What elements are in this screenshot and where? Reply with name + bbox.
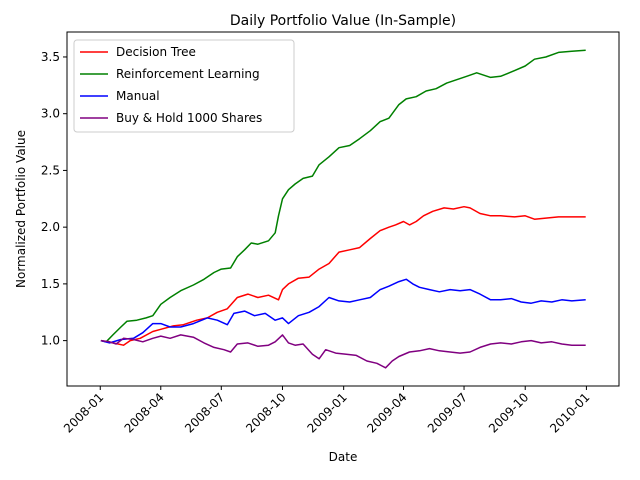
series-line-decision-tree	[100, 205, 586, 346]
legend-label-manual: Manual	[116, 89, 160, 103]
y-tick-label: 1.5	[41, 277, 60, 291]
legend: Decision Tree Reinforcement Learning Manua…	[73, 39, 295, 133]
legend-label-buy-hold-1000-shares: Buy & Hold 1000 Shares	[116, 111, 262, 125]
series-line-reinforcement-learning	[100, 49, 586, 343]
series-layer	[100, 49, 586, 369]
x-axis-title: Date	[329, 450, 358, 464]
legend-label-decision-tree: Decision Tree	[116, 45, 196, 59]
series-line-manual	[100, 278, 586, 344]
y-tick-label: 3.5	[41, 50, 60, 64]
axes-frame	[66, 31, 620, 387]
axes-border	[66, 31, 620, 387]
y-tick-label: 2.5	[41, 163, 60, 177]
y-tick-label: 1.0	[41, 334, 60, 348]
y-axis-title: Normalized Portfolio Value	[14, 130, 28, 288]
chart-title: Daily Portfolio Value (In-Sample)	[230, 13, 456, 29]
legend-label-reinforcement-learning: Reinforcement Learning	[116, 67, 260, 81]
legend-entries: Decision Tree Reinforcement Learning Manua…	[80, 45, 262, 125]
y-tick-label: 2.0	[41, 220, 60, 234]
y-tick-label: 3.0	[41, 107, 60, 121]
series-line-buy-hold-1000-shares	[100, 334, 586, 369]
legend-box	[73, 39, 295, 133]
y-axis-ticks: 1.0 1.5 2.0 2.5 3.0 3.5	[41, 50, 67, 348]
